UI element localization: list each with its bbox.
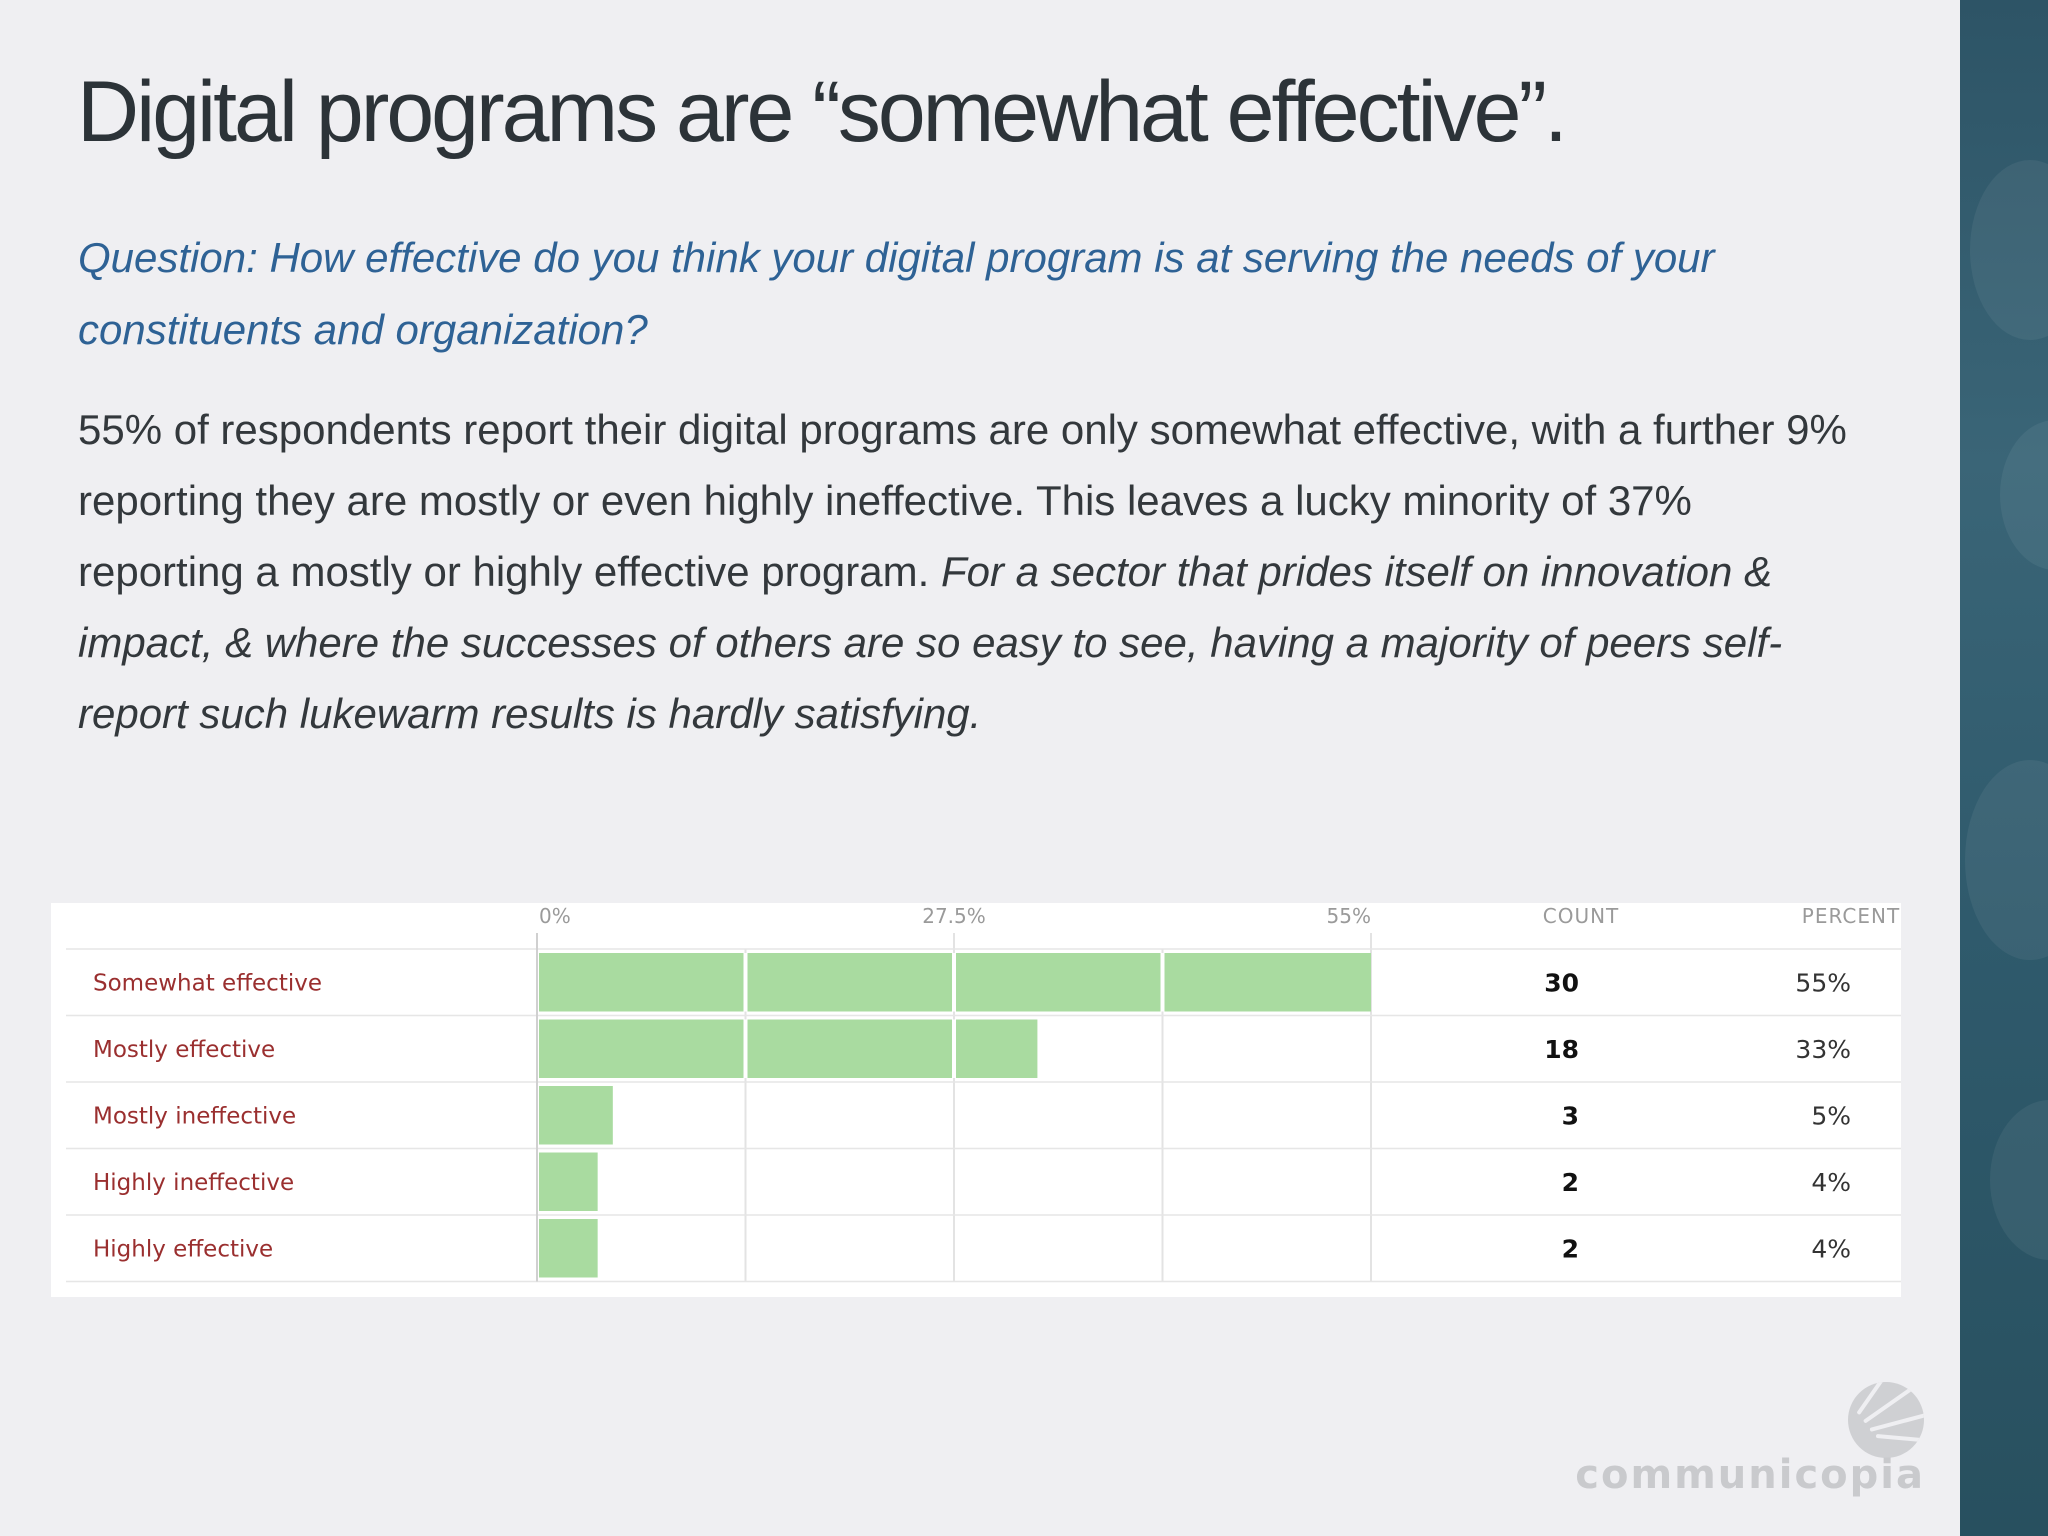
category-label: Highly ineffective [93,1170,294,1196]
logo-text: communicopia [1575,1452,1925,1498]
bar [539,1019,1038,1078]
page-title: Digital programs are “somewhat effective… [77,64,1568,160]
percent-value: 33% [1795,1035,1851,1064]
category-label: Mostly ineffective [93,1103,296,1129]
count-value: 3 [1562,1101,1579,1130]
count-value: 2 [1562,1168,1579,1197]
bar [539,1086,613,1145]
category-label: Mostly effective [93,1037,275,1063]
communicopia-logo: communicopia [1555,1382,1925,1502]
bar [539,1152,598,1211]
category-label: Highly effective [93,1236,273,1262]
percent-value: 5% [1811,1101,1851,1130]
logo-mark-icon [1848,1382,1924,1458]
percent-value: 55% [1795,968,1851,997]
bar [539,1219,598,1278]
percent-value: 4% [1811,1234,1851,1263]
survey-question: Question: How effective do you think you… [78,234,1715,353]
body-paragraph: 55% of respondents report their digital … [78,394,1868,749]
tick-label: 55% [1327,904,1371,928]
count-header: COUNT [1543,904,1620,928]
count-value: 18 [1544,1035,1579,1064]
percent-value: 4% [1811,1168,1851,1197]
body-italic-text: For a sector that prides itself on innov… [78,548,1783,737]
body-plain-text: 55% of respondents report their digital … [78,406,1847,595]
sidebar-decoration [1960,0,2048,1536]
category-label: Somewhat effective [93,970,322,996]
count-value: 30 [1544,968,1579,997]
tick-label: 0% [539,904,571,928]
count-value: 2 [1562,1234,1579,1263]
percent-header: PERCENT [1802,904,1900,928]
bar-chart: 0% 27.5% 55% COUNT PERCENT Somewhat effective… [66,904,1901,1283]
results-table-chart: 0% 27.5% 55% COUNT PERCENT Somewhat effective… [51,903,1901,1297]
tick-label: 27.5% [922,904,986,928]
